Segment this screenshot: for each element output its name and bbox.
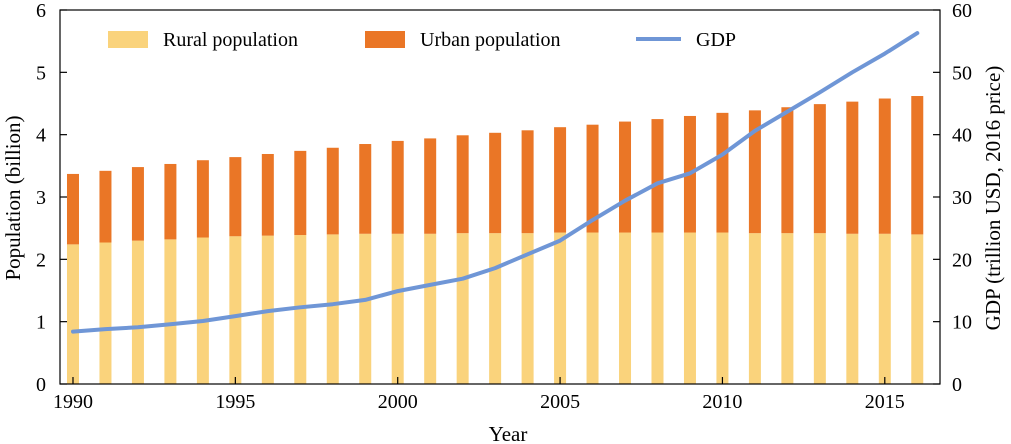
bar-urban-2001 [424, 138, 437, 234]
bar-rural-1994 [196, 237, 209, 384]
bar-urban-2016 [911, 96, 924, 235]
y-tick-label-left: 0 [36, 374, 46, 396]
bar-rural-2007 [619, 232, 632, 384]
bar-urban-1996 [261, 153, 274, 236]
bar-urban-2004 [521, 130, 534, 234]
x-tick-label: 1995 [215, 391, 255, 413]
gdp-line [71, 31, 920, 334]
bar-urban-1992 [131, 167, 144, 241]
y-axis-title-right: GDP (trillion USD, 2016 price) [981, 66, 1005, 331]
bar-urban-1998 [326, 147, 339, 235]
bar-urban-1997 [294, 150, 307, 236]
bar-rural-2011 [748, 233, 761, 384]
x-tick-label: 1990 [53, 391, 93, 413]
bar-urban-2005 [554, 127, 567, 233]
y-tick-label-right: 20 [952, 249, 972, 271]
bar-urban-2002 [456, 135, 469, 234]
x-tick-label: 2010 [702, 391, 742, 413]
gdp-line-layer [71, 31, 920, 334]
y-tick-label-right: 0 [952, 374, 962, 396]
legend-swatch-urban-population [365, 31, 405, 48]
bars-layer [66, 96, 924, 384]
bar-rural-2009 [683, 232, 696, 384]
bar-rural-2003 [489, 233, 502, 384]
bar-urban-2003 [489, 132, 502, 234]
bar-rural-1998 [326, 234, 339, 384]
bar-rural-2015 [878, 233, 891, 384]
bar-rural-2005 [554, 232, 567, 384]
x-tick-label: 2005 [540, 391, 580, 413]
y-tick-label-left: 3 [36, 187, 46, 209]
bar-urban-2007 [619, 121, 632, 233]
bar-urban-2014 [846, 101, 859, 234]
bar-urban-1995 [229, 157, 242, 237]
bar-urban-1994 [196, 160, 209, 238]
y-tick-label-left: 4 [36, 125, 46, 147]
x-tick-label: 2000 [378, 391, 418, 413]
bar-rural-2010 [716, 232, 729, 384]
bar-rural-2006 [586, 232, 599, 384]
y-tick-label-right: 40 [952, 125, 972, 147]
x-tick-label: 2015 [865, 391, 905, 413]
legend-swatch-rural-population [108, 31, 148, 48]
bar-rural-1990 [66, 244, 79, 384]
bar-urban-1990 [66, 173, 79, 245]
legend: Rural population Urban population GDP [108, 29, 736, 51]
bar-urban-2000 [391, 140, 404, 234]
bar-rural-1999 [359, 233, 372, 384]
x-axis-title: Year [489, 422, 528, 444]
bar-urban-2011 [748, 110, 761, 234]
bar-rural-2008 [651, 232, 664, 384]
bar-rural-2001 [424, 233, 437, 384]
y-tick-label-left: 5 [36, 62, 46, 84]
bar-urban-2010 [716, 112, 729, 233]
y-tick-label-right: 60 [952, 0, 972, 22]
bar-urban-2008 [651, 119, 664, 233]
bar-rural-2016 [911, 234, 924, 384]
bar-rural-1997 [294, 235, 307, 384]
legend-label-gdp: GDP [696, 29, 736, 51]
y-tick-label-left: 2 [36, 249, 46, 271]
bar-urban-1999 [359, 144, 372, 234]
bar-urban-2006 [586, 124, 599, 233]
bar-rural-2014 [846, 233, 859, 384]
bar-urban-1993 [164, 163, 177, 240]
bar-rural-2012 [781, 233, 794, 384]
y-tick-label-right: 10 [952, 312, 972, 334]
bar-urban-2013 [813, 104, 826, 234]
bar-rural-2013 [813, 233, 826, 384]
bar-rural-1993 [164, 239, 177, 384]
legend-label-rural-population: Rural population [163, 29, 298, 51]
bar-rural-1995 [229, 236, 242, 384]
y-tick-label-left: 1 [36, 312, 46, 334]
bar-urban-1991 [99, 170, 112, 243]
bar-rural-2004 [521, 233, 534, 384]
bar-rural-1991 [99, 242, 112, 384]
y-tick-label-right: 30 [952, 187, 972, 209]
bar-urban-2015 [878, 98, 891, 234]
bar-rural-2000 [391, 233, 404, 384]
bar-rural-2002 [456, 233, 469, 384]
y-tick-label-right: 50 [952, 62, 972, 84]
y-axis-title-left: Population (billion) [1, 115, 25, 280]
y-tick-label-left: 6 [36, 0, 46, 22]
bar-urban-2012 [781, 107, 794, 234]
legend-label-urban-population: Urban population [420, 29, 561, 51]
bar-rural-1992 [131, 240, 144, 384]
